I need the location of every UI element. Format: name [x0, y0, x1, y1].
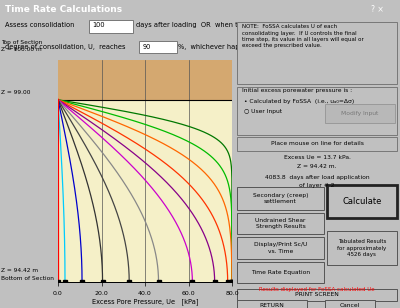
Text: %,  whichever happens LAST: %, whichever happens LAST	[178, 44, 274, 50]
Text: 4083.8  days after load application: 4083.8 days after load application	[265, 175, 369, 180]
Text: 90: 90	[143, 44, 151, 50]
Text: Results displayed for FoSSA calculated Ue: Results displayed for FoSSA calculated U…	[259, 287, 375, 292]
Text: RETURN: RETURN	[260, 303, 284, 308]
Bar	[237, 22, 397, 84]
Bar	[325, 104, 395, 123]
Bar	[237, 289, 397, 301]
Text: Tabulated Results
for approximately
4526 days: Tabulated Results for approximately 4526…	[337, 239, 386, 257]
Text: Z = 94.42 m: Z = 94.42 m	[1, 268, 38, 273]
Text: PRINT SCREEN: PRINT SCREEN	[295, 293, 339, 298]
Text: ○ User Input: ○ User Input	[244, 109, 282, 114]
Text: 100: 100	[92, 22, 105, 28]
Bar	[327, 231, 397, 265]
Bar	[237, 300, 307, 308]
Text: Excess Ue = 13.7 kPa.: Excess Ue = 13.7 kPa.	[284, 155, 350, 160]
Text: Assess consolidation: Assess consolidation	[5, 22, 74, 28]
Text: Secondary (creep)
settlement: Secondary (creep) settlement	[253, 192, 308, 204]
Text: Z = 100.00 m: Z = 100.00 m	[1, 47, 42, 52]
Bar	[237, 137, 397, 151]
Bar	[237, 187, 324, 210]
Bar	[237, 87, 397, 135]
Bar	[237, 237, 324, 259]
Bar	[89, 20, 133, 33]
Text: Time Rate Equation: Time Rate Equation	[251, 270, 310, 275]
Bar	[325, 300, 375, 308]
Text: Bottom of Section: Bottom of Section	[1, 276, 54, 281]
X-axis label: Excess Pore Pressure, Ue   [kPa]: Excess Pore Pressure, Ue [kPa]	[92, 299, 198, 305]
Text: Z = 94.42 m.: Z = 94.42 m.	[297, 164, 337, 168]
Text: Display/Print Sc/U
vs. Time: Display/Print Sc/U vs. Time	[254, 242, 307, 254]
Text: Calculate: Calculate	[342, 197, 382, 206]
Bar	[237, 213, 324, 234]
Text: NOTE:  FoSSA calculates U of each
consolidating layer.  If U controls the final
: NOTE: FoSSA calculates U of each consoli…	[242, 24, 364, 48]
Text: • Calculated by FoSSA  (i.e., uₐ₀=Δσ): • Calculated by FoSSA (i.e., uₐ₀=Δσ)	[244, 99, 354, 104]
Text: days after loading  OR  when the  average: days after loading OR when the average	[136, 22, 278, 28]
Bar	[139, 41, 177, 53]
Text: Top of Section: Top of Section	[1, 40, 42, 45]
Bar	[327, 185, 397, 218]
Text: of layer # 2: of layer # 2	[299, 183, 335, 188]
Bar	[58, 60, 232, 100]
Bar	[237, 262, 324, 283]
Text: Cancel: Cancel	[340, 303, 360, 308]
Text: degree of consolidation, U,  reaches: degree of consolidation, U, reaches	[5, 44, 125, 50]
Text: Time Rate Calculations: Time Rate Calculations	[5, 5, 122, 14]
Text: ? ×: ? ×	[371, 5, 384, 14]
Text: Z = 99.00: Z = 99.00	[1, 90, 30, 95]
Text: Undrained Shear
Strength Results: Undrained Shear Strength Results	[255, 218, 306, 229]
Text: Modify Input: Modify Input	[342, 111, 379, 116]
Text: Initial excess porewater pressure is :: Initial excess porewater pressure is :	[242, 88, 352, 93]
Text: Place mouse on line for details: Place mouse on line for details	[270, 141, 364, 146]
